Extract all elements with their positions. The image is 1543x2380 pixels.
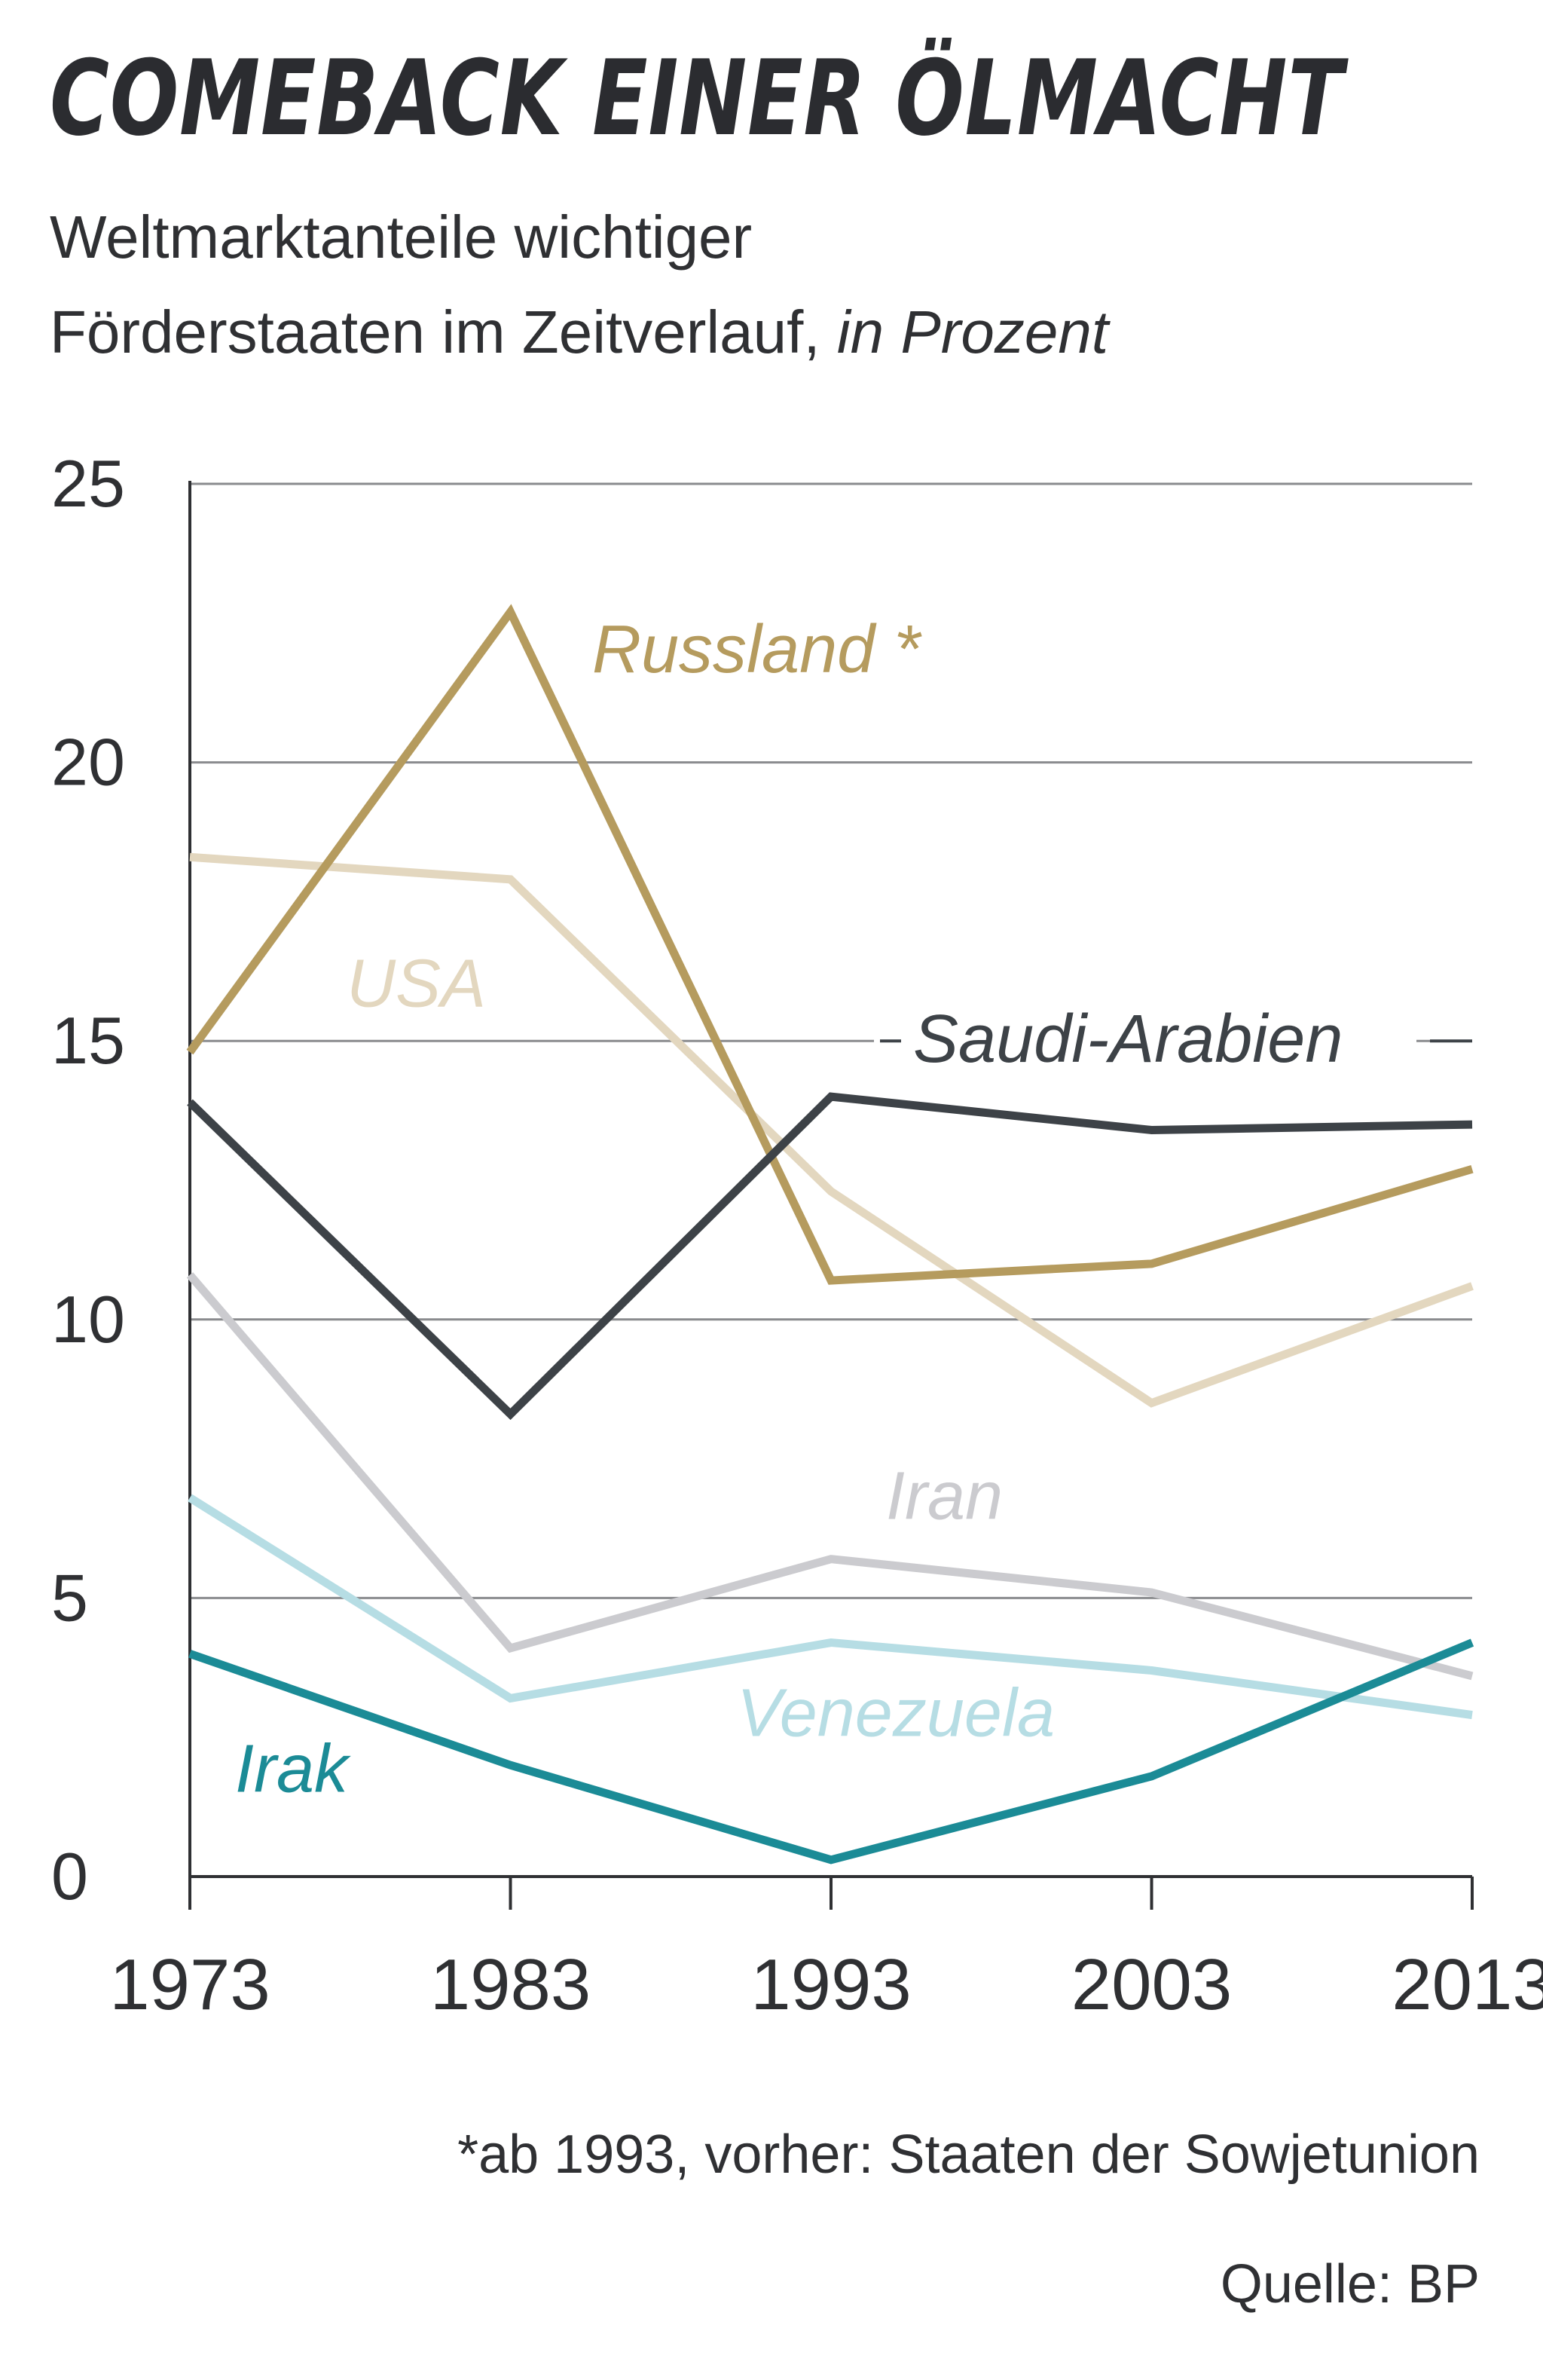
y-tick-label-20: 20 <box>51 725 125 800</box>
saudi-label-gap <box>874 1036 1416 1046</box>
series-label-saudi-arabien: Saudi-Arabien <box>913 1002 1343 1077</box>
y-tick-label-15: 15 <box>51 1003 125 1078</box>
subtitle-line-2: Förderstaaten im Zeitverlauf, in Prozent <box>50 285 1519 380</box>
subtitle-unit: in Prozent <box>836 298 1109 366</box>
source-note: Quelle: BP <box>1220 2254 1480 2314</box>
y-tick-label-25: 25 <box>51 446 125 521</box>
y-tick-label-0: 0 <box>51 1839 88 1913</box>
chart-subtitle: Weltmarktanteile wichtiger Förderstaaten… <box>50 190 1519 380</box>
x-tick-label-2003: 2003 <box>1071 1944 1233 2025</box>
series-line-iran <box>186 1272 1474 1681</box>
chart-title: COMEBACK EINER ÖLMACHT <box>50 38 1344 159</box>
series-label-iran: Iran <box>886 1458 1003 1534</box>
x-tick-label-1973: 1973 <box>109 1944 270 2025</box>
series-line-usa <box>189 852 1474 1408</box>
series-line-saudi-arabien <box>187 1092 1473 1421</box>
series-line-irak <box>188 1638 1474 1865</box>
series-label-irak: Irak <box>235 1732 351 1807</box>
series-line-russland <box>186 604 1474 1285</box>
series-label-usa: USA <box>347 946 486 1021</box>
y-tick-label-5: 5 <box>51 1560 88 1635</box>
y-tick-label-10: 10 <box>51 1282 125 1357</box>
x-tick-label-1993: 1993 <box>750 1944 912 2025</box>
series-label-venezuela: Venezuela <box>737 1676 1055 1751</box>
series-line-venezuela <box>188 1494 1473 1720</box>
subtitle-line-2-text: Förderstaaten im Zeitverlauf, <box>50 298 820 366</box>
subtitle-line-1: Weltmarktanteile wichtiger <box>50 203 753 271</box>
footnote: *ab 1993, vorher: Staaten der Sowjetunio… <box>457 2125 1480 2185</box>
series-label-russland: Russland * <box>592 612 922 687</box>
x-tick-label-2013: 2013 <box>1392 1944 1543 2025</box>
x-tick-label-1983: 1983 <box>430 1944 591 2025</box>
